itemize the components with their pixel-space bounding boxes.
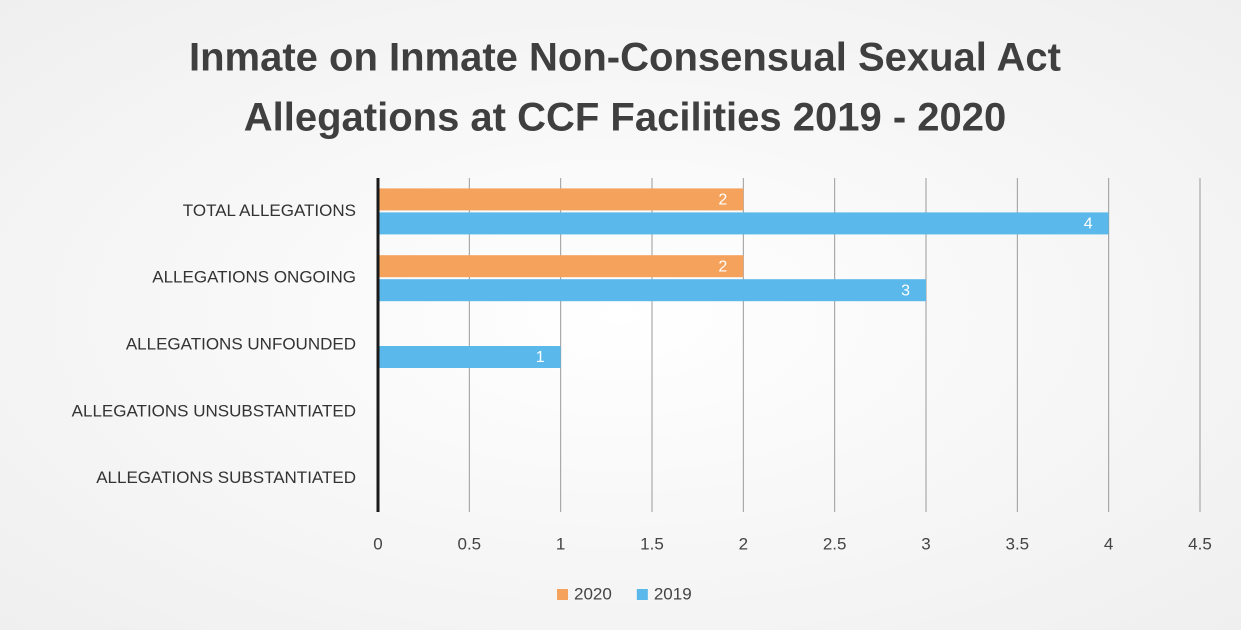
data-label: 2 [718, 258, 727, 275]
x-tick-label: 2.5 [823, 534, 847, 553]
y-tick-label: ALLEGATIONS UNSUBSTANTIATED [72, 401, 356, 420]
x-tick-label: 0 [373, 534, 382, 553]
x-tick-label: 1.5 [640, 534, 664, 553]
x-tick-label: 0.5 [458, 534, 482, 553]
x-tick-label: 3.5 [1006, 534, 1030, 553]
legend-swatch [636, 589, 648, 600]
y-tick-label: ALLEGATIONS SUBSTANTIATED [96, 468, 356, 487]
y-tick-label: ALLEGATIONS UNFOUNDED [126, 334, 356, 353]
legend-swatch [557, 589, 568, 600]
data-label: 4 [1084, 216, 1093, 233]
bar [378, 188, 744, 211]
x-tick-label: 4.5 [1188, 534, 1212, 553]
legend-label: 2020 [574, 584, 612, 603]
y-tick-label: ALLEGATIONS ONGOING [152, 268, 356, 287]
data-label: 2 [718, 192, 727, 209]
data-label: 3 [901, 282, 910, 299]
bar [378, 279, 926, 302]
chart-title: Allegations at CCF Facilities 2019 - 202… [244, 96, 1007, 140]
x-tick-label: 1 [556, 534, 565, 553]
x-tick-label: 2 [739, 534, 748, 553]
bar [378, 255, 744, 278]
x-tick-label: 3 [921, 534, 930, 553]
bar [378, 212, 1109, 235]
x-tick-label: 4 [1104, 534, 1113, 553]
bar [378, 346, 561, 368]
chart-title: Inmate on Inmate Non-Consensual Sexual A… [189, 36, 1061, 80]
data-label: 1 [536, 349, 545, 366]
legend-label: 2019 [654, 584, 692, 603]
y-tick-label: TOTAL ALLEGATIONS [183, 201, 356, 220]
